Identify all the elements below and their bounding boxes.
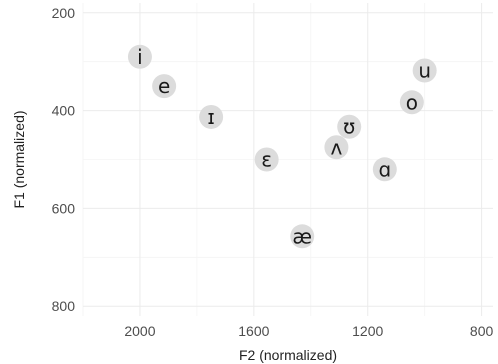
point-label: i — [137, 45, 143, 69]
grid — [82, 3, 493, 316]
point-label: e — [158, 74, 170, 98]
vowel-point: ʌ — [324, 135, 349, 160]
point-marker — [127, 44, 152, 69]
point-label: æ — [292, 224, 312, 248]
point-marker — [199, 104, 224, 129]
x-tick-label: 1600 — [238, 323, 269, 339]
point-marker — [290, 224, 315, 249]
point-label: ɛ — [261, 148, 272, 172]
vowel-point: ɑ — [372, 157, 397, 182]
point-marker — [372, 157, 397, 182]
data-points: ie ɪ ɛ æ ʌʊɑ ou — [127, 44, 437, 249]
y-tick-label: 200 — [52, 5, 76, 21]
y-tick-label: 600 — [52, 200, 76, 216]
point-marker — [412, 58, 437, 83]
point-label: u — [418, 58, 431, 82]
tick-labels: 2000 1600 1200 800 200 400 600 800 — [52, 5, 494, 339]
vowel-point: ɪ — [199, 104, 224, 129]
x-axis-title: F2 (normalized) — [239, 347, 337, 363]
point-label: ɑ — [378, 157, 391, 181]
vowel-point: e — [152, 74, 177, 99]
point-label: ʌ — [330, 135, 342, 159]
point-label: ʊ — [343, 115, 355, 139]
vowel-point: o — [399, 90, 424, 115]
point-label: ɪ — [207, 105, 214, 129]
point-marker — [254, 147, 279, 172]
x-tick-label: 800 — [470, 323, 494, 339]
vowel-point: æ — [290, 224, 315, 249]
x-tick-label: 1200 — [352, 323, 383, 339]
point-marker — [337, 114, 362, 139]
point-marker — [399, 90, 424, 115]
y-tick-label: 800 — [52, 298, 76, 314]
vowel-point: i — [127, 44, 152, 69]
point-label: o — [406, 90, 418, 114]
x-tick-label: 2000 — [124, 323, 155, 339]
point-marker — [324, 135, 349, 160]
y-tick-label: 400 — [52, 103, 76, 119]
vowel-point: ɛ — [254, 147, 279, 172]
point-marker — [152, 74, 177, 99]
y-axis-title: F1 (normalized) — [11, 110, 27, 208]
vowel-point: u — [412, 58, 437, 83]
vowel-point: ʊ — [337, 114, 362, 139]
